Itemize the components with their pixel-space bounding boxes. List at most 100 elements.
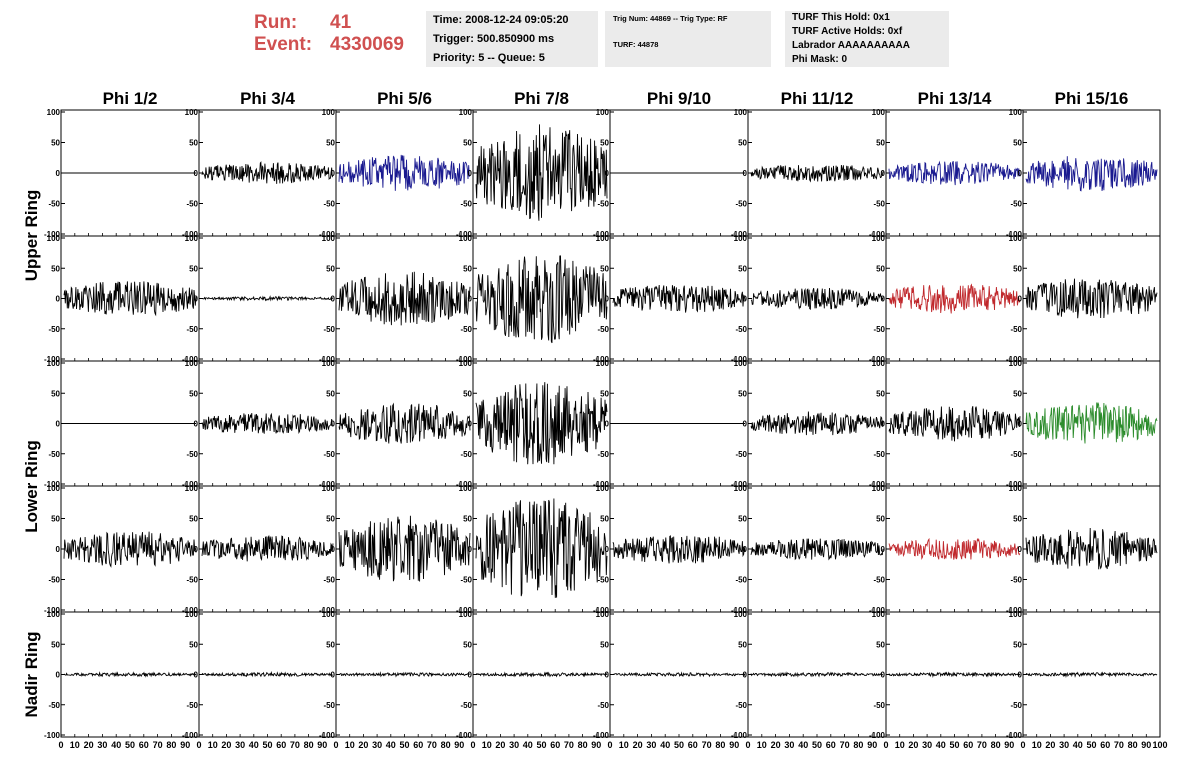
x-tick-label: 0 <box>470 740 475 750</box>
waveform-trace <box>475 124 608 221</box>
x-tick-label: 0 <box>333 740 338 750</box>
subplot-frame <box>335 235 474 362</box>
y-tick-label: -50 <box>48 200 60 209</box>
y-tick-label: -50 <box>48 450 60 459</box>
y-tick-label: -50 <box>323 450 335 459</box>
y-tick-label: 100 <box>47 610 61 619</box>
y-tick-label: -100 <box>1006 355 1023 364</box>
y-tick-label: 50 <box>738 139 747 148</box>
y-tick-label: 50 <box>326 515 335 524</box>
y-tick-label: 100 <box>47 484 61 493</box>
x-tick-label: 60 <box>688 740 698 750</box>
column-header: Phi 11/12 <box>781 89 854 108</box>
y-tick-label: 0 <box>56 295 61 304</box>
x-tick-label: 70 <box>977 740 987 750</box>
y-tick-label: 50 <box>738 515 747 524</box>
x-tick-label: 70 <box>1114 740 1124 750</box>
waveform-trace <box>201 412 334 434</box>
y-tick-label: 50 <box>1013 264 1022 273</box>
y-tick-label: 0 <box>881 295 886 304</box>
waveform-trace <box>202 295 334 302</box>
y-tick-label: -50 <box>735 576 747 585</box>
y-tick-label: 50 <box>326 389 335 398</box>
y-tick-label: 100 <box>872 234 886 243</box>
y-tick-label: -100 <box>869 606 886 615</box>
y-tick-label: -50 <box>186 200 198 209</box>
y-tick-label: 0 <box>194 671 199 680</box>
y-tick-label: -100 <box>44 480 61 489</box>
time-info-box: Time: 2008-12-24 09:05:20 Trigger: 500.8… <box>426 11 598 67</box>
y-tick-label: 50 <box>600 515 609 524</box>
y-tick-label: 50 <box>51 264 60 273</box>
y-tick-label: 50 <box>738 640 747 649</box>
waveform-trace <box>1025 527 1158 570</box>
waveform-trace <box>1025 156 1158 192</box>
x-tick-label: 80 <box>578 740 588 750</box>
run-value: 41 <box>330 12 352 33</box>
x-tick-label: 40 <box>386 740 396 750</box>
y-tick-label: 50 <box>189 264 198 273</box>
x-tick-label: 20 <box>221 740 231 750</box>
y-tick-label: -100 <box>319 731 336 740</box>
x-tick-label: 70 <box>153 740 163 750</box>
y-tick-label: 0 <box>468 295 473 304</box>
x-tick-label: 10 <box>1032 740 1042 750</box>
x-tick-label: 60 <box>276 740 286 750</box>
y-tick-label: 100 <box>734 484 748 493</box>
y-tick-label: 0 <box>881 671 886 680</box>
x-tick-label: 70 <box>840 740 850 750</box>
y-tick-label: -50 <box>460 576 472 585</box>
column-header: Phi 9/10 <box>647 89 711 108</box>
y-tick-label: 50 <box>463 264 472 273</box>
waveform-trace <box>888 406 1021 442</box>
y-tick-label: -100 <box>182 606 199 615</box>
y-tick-label: -50 <box>597 200 609 209</box>
turf-hold-text: TURF This Hold: 0x1 <box>792 12 890 23</box>
y-tick-label: 0 <box>194 420 199 429</box>
y-tick-label: -50 <box>1010 576 1022 585</box>
x-tick-label: 20 <box>358 740 368 750</box>
y-tick-label: 0 <box>1018 545 1023 554</box>
y-tick-label: -50 <box>323 325 335 334</box>
y-tick-label: 0 <box>743 671 748 680</box>
y-tick-label: -100 <box>731 230 748 239</box>
y-tick-label: 50 <box>1013 515 1022 524</box>
waveform-trace <box>201 670 334 678</box>
y-tick-label: -100 <box>869 480 886 489</box>
y-tick-label: 50 <box>463 389 472 398</box>
y-tick-label: -100 <box>1006 731 1023 740</box>
y-tick-label: 0 <box>194 169 199 178</box>
waveform-trace <box>750 671 884 678</box>
y-tick-label: -100 <box>593 480 610 489</box>
y-tick-label: 50 <box>326 640 335 649</box>
y-tick-label: 100 <box>185 610 199 619</box>
x-tick-label: 30 <box>784 740 794 750</box>
y-tick-label: -100 <box>869 355 886 364</box>
y-tick-label: 50 <box>876 389 885 398</box>
y-tick-label: 0 <box>331 671 336 680</box>
y-tick-label: 0 <box>468 169 473 178</box>
waveform-trace <box>475 255 608 344</box>
y-tick-label: -50 <box>735 325 747 334</box>
y-tick-label: 0 <box>881 169 886 178</box>
y-tick-label: 50 <box>463 139 472 148</box>
y-tick-label: -100 <box>1006 230 1023 239</box>
column-header: Phi 1/2 <box>103 89 158 108</box>
priority-text: Priority: 5 -- Queue: 5 <box>433 52 545 64</box>
x-tick-label: 30 <box>372 740 382 750</box>
x-tick-label: 10 <box>345 740 355 750</box>
waveform-trace <box>338 271 471 326</box>
waveform-trace <box>888 671 1021 678</box>
waveform-trace <box>201 534 334 562</box>
y-tick-label: -100 <box>44 355 61 364</box>
y-tick-label: -100 <box>456 731 473 740</box>
waveform-trace <box>888 283 1021 314</box>
y-tick-label: 0 <box>1018 671 1023 680</box>
time-text: Time: 2008-12-24 09:05:20 <box>433 14 569 26</box>
waveform-trace <box>63 281 197 317</box>
x-tick-label: 90 <box>867 740 877 750</box>
y-tick-label: -50 <box>1010 325 1022 334</box>
x-tick-label: 20 <box>1045 740 1055 750</box>
y-tick-label: 50 <box>463 640 472 649</box>
y-tick-label: -100 <box>319 480 336 489</box>
